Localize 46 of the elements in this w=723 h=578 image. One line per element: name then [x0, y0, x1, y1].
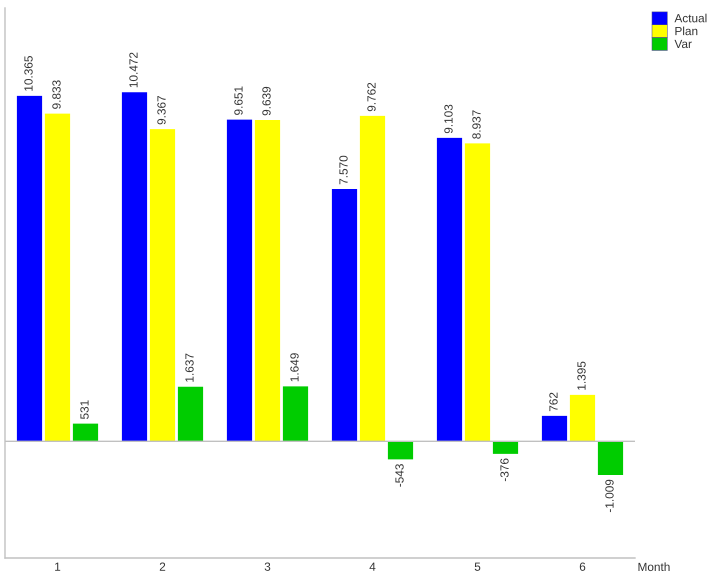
- legend-label: Plan: [675, 26, 698, 36]
- data-label: 9.833: [52, 80, 61, 109]
- data-label: -376: [500, 458, 509, 482]
- legend-label: Actual: [674, 14, 706, 22]
- bar: [360, 116, 386, 442]
- data-label: 9.762: [367, 82, 376, 112]
- bar: [332, 189, 358, 442]
- bar: [570, 394, 596, 442]
- data-label: 9.651: [234, 86, 243, 115]
- bar: [388, 441, 414, 460]
- bar: [226, 120, 252, 442]
- x-axis-title: Month: [638, 562, 670, 572]
- x-tick-label: 2: [160, 562, 166, 571]
- bar: [178, 386, 204, 442]
- x-tick-label: 4: [369, 562, 376, 571]
- legend-label: Var: [674, 40, 692, 48]
- data-label: 8.937: [472, 110, 481, 139]
- data-label: 10.472: [129, 52, 138, 88]
- data-label: 7.570: [339, 156, 348, 184]
- data-label: -1.009: [605, 480, 614, 512]
- bar: [150, 129, 176, 442]
- bar: [598, 441, 624, 475]
- bar: [542, 416, 568, 442]
- data-label: 762: [549, 392, 558, 412]
- x-tick-label: 1: [55, 562, 60, 571]
- x-tick-label: 5: [474, 562, 480, 571]
- bar: [436, 138, 462, 442]
- x-tick-label: 6: [580, 562, 586, 571]
- bar: [16, 96, 42, 442]
- data-label: 9.639: [262, 86, 271, 116]
- data-label: 9.367: [157, 96, 166, 124]
- data-label: 1.649: [290, 353, 299, 382]
- data-label: 1.395: [577, 362, 586, 390]
- data-label: 9.103: [444, 104, 453, 134]
- data-label: 10.365: [24, 56, 33, 91]
- data-label: 531: [80, 400, 89, 419]
- bar: [44, 114, 70, 442]
- data-label: -543: [395, 464, 404, 487]
- data-label: 1.637: [185, 354, 194, 382]
- bar: [464, 143, 490, 442]
- bar: [492, 441, 518, 454]
- bar: [122, 92, 148, 442]
- bar: [72, 424, 98, 442]
- x-tick-label: 3: [264, 562, 270, 571]
- bar: [282, 386, 308, 442]
- bar: [254, 120, 280, 442]
